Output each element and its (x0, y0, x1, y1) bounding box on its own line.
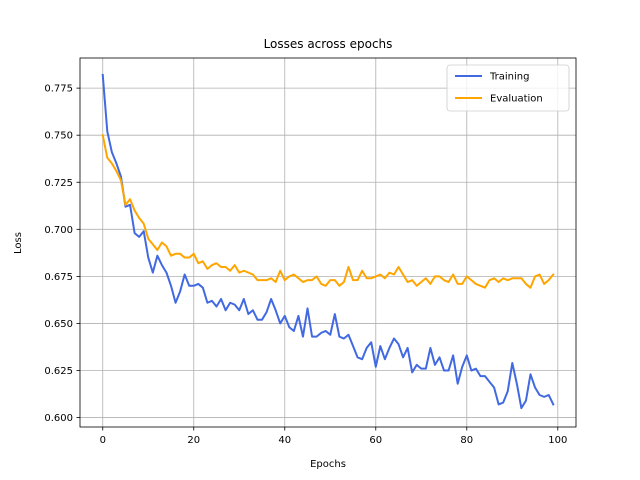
legend: Training Evaluation (446, 64, 570, 112)
y-tick-label: 0.675 (44, 272, 73, 283)
y-tick-label: 0.700 (44, 225, 73, 236)
x-axis-label: Epochs (310, 459, 346, 470)
x-tick-label: 100 (548, 435, 567, 446)
x-tick-label: 60 (369, 435, 382, 446)
y-axis-ticks: 0.600 0.625 0.650 0.675 0.700 0.725 0.750 0.775 (44, 84, 80, 424)
x-tick-label: 20 (187, 435, 200, 446)
series-line-evaluation (101, 134, 555, 289)
plot-frame (79, 57, 577, 428)
y-tick-label: 0.725 (44, 178, 73, 189)
x-axis-ticks: 0 20 40 60 80 100 (100, 427, 567, 446)
x-tick-label: 40 (278, 435, 291, 446)
chart-title: Losses across epochs (264, 37, 393, 51)
series-line-training (101, 73, 555, 410)
y-tick-label: 0.775 (44, 84, 73, 95)
x-tick-label: 0 (100, 435, 106, 446)
series-lines (101, 73, 555, 410)
y-axis-label: Loss (13, 232, 24, 254)
legend-label-evaluation: Evaluation (490, 94, 543, 105)
y-tick-label: 0.625 (44, 366, 73, 377)
grid (80, 58, 576, 427)
y-tick-label: 0.750 (44, 131, 73, 142)
y-tick-label: 0.650 (44, 319, 73, 330)
x-tick-label: 80 (460, 435, 473, 446)
y-tick-label: 0.600 (44, 413, 73, 424)
legend-label-training: Training (489, 72, 529, 83)
